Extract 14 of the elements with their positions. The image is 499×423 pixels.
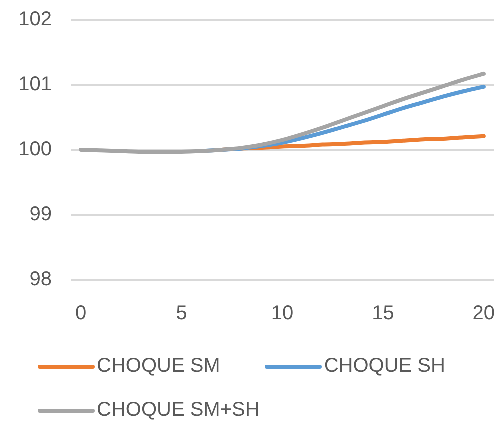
legend-label: CHOQUE SH xyxy=(324,355,446,378)
y-tick-label: 98 xyxy=(30,268,52,291)
x-tick-label: 0 xyxy=(76,302,87,325)
line-series xyxy=(79,72,486,154)
legend-label: CHOQUE SM+SH xyxy=(97,399,260,422)
x-tick-label: 5 xyxy=(176,302,188,325)
y-tick-label: 101 xyxy=(18,74,52,96)
x-tick-label: 15 xyxy=(372,302,394,325)
y-tick-label: 102 xyxy=(18,8,52,31)
legend-label: CHOQUE SM xyxy=(97,355,220,378)
x-tick-label: 10 xyxy=(271,302,294,325)
y-tick-label: 100 xyxy=(18,138,52,161)
x-tick-label: 20 xyxy=(472,302,496,325)
y-tick-label: 99 xyxy=(30,204,52,226)
